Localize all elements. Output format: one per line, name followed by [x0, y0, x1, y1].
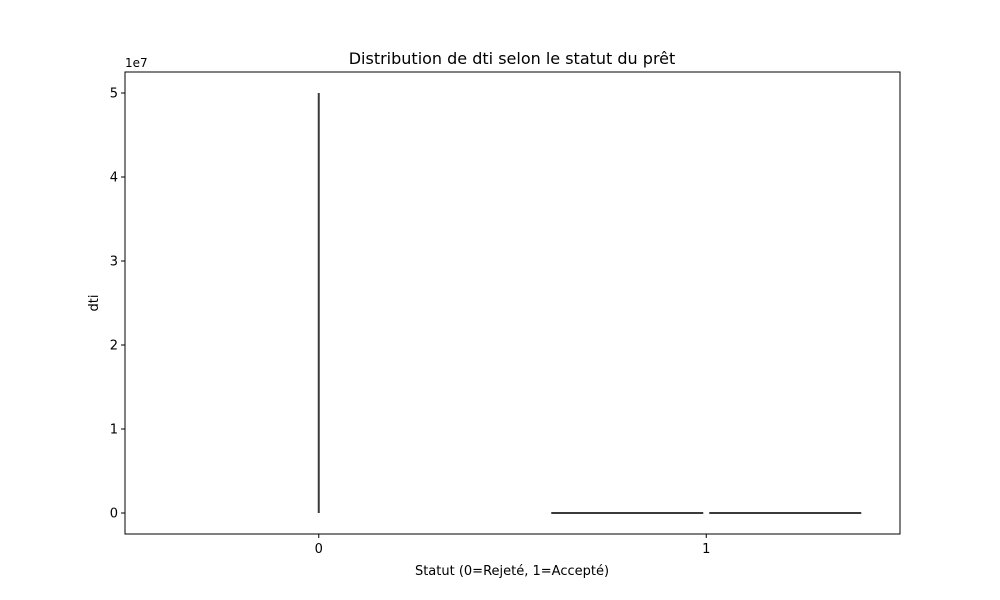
chart-title: Distribution de dti selon le statut du p… [349, 49, 676, 68]
y-axis-scale-label: 1e7 [125, 56, 148, 70]
y-tick-label: 3 [110, 255, 118, 270]
x-tick-label: 1 [702, 542, 710, 557]
y-tick-label: 2 [110, 339, 118, 354]
plot-area [124, 71, 901, 535]
y-axis-label: dti [87, 295, 102, 312]
x-tick-label: 0 [315, 542, 323, 557]
violin-layer [317, 93, 862, 514]
y-axis-ticks: 0 1 2 3 4 5 [110, 87, 125, 522]
x-axis-label: Statut (0=Rejeté, 1=Accepté) [415, 564, 609, 579]
y-tick-label: 0 [110, 507, 118, 522]
y-tick-label: 1 [110, 423, 118, 438]
y-tick-label: 4 [110, 171, 118, 186]
y-tick-label: 5 [110, 87, 118, 102]
axes-frame [124, 71, 901, 535]
